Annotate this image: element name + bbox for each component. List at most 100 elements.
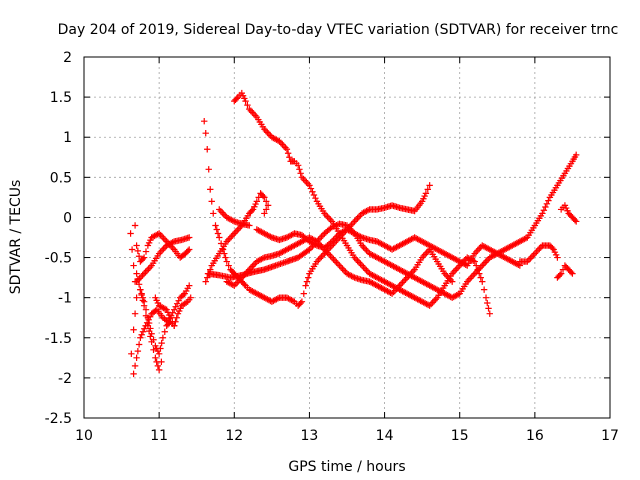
data-point-arc-10 — [328, 223, 336, 231]
data-point-arc-7 — [274, 295, 282, 302]
data-point-arc-12 — [250, 261, 258, 268]
data-point-arc-1 — [186, 282, 193, 289]
data-point-arc-7 — [214, 230, 222, 237]
data-point-arc-11 — [474, 266, 481, 273]
data-point-arc-3 — [186, 246, 193, 253]
y-tick-label: 0 — [63, 210, 72, 226]
data-point-arc-9 — [246, 222, 253, 229]
data-point-arc-11 — [279, 141, 286, 148]
plot-frame — [83, 56, 611, 419]
data-point-arc-1 — [130, 326, 137, 333]
data-point-arc-1 — [131, 362, 139, 370]
data-point-arc-12 — [442, 272, 450, 279]
data-point-arc-2 — [165, 319, 173, 327]
data-point-arc-10 — [360, 243, 367, 251]
data-points — [127, 89, 580, 378]
data-point-arc-7 — [302, 282, 309, 289]
data-point-arc-3 — [157, 231, 164, 239]
data-point-arc-7 — [355, 213, 363, 220]
y-tick-label: 2 — [63, 50, 72, 66]
data-point-arc-11 — [280, 142, 288, 150]
data-point-arc-11 — [249, 109, 256, 116]
data-point-arc-14 — [528, 253, 536, 260]
data-point-arc-1 — [179, 291, 187, 299]
data-point-arc-8 — [235, 225, 242, 232]
y-tick-label: -2.5 — [45, 411, 72, 427]
data-point-arc-4 — [155, 366, 163, 374]
x-tick-label: 12 — [225, 428, 243, 444]
data-point-arc-10 — [470, 272, 477, 279]
data-point-arc-10 — [319, 231, 327, 239]
data-point-arc-3 — [160, 235, 167, 242]
data-point-arc-1 — [139, 328, 147, 335]
data-point-arc-13 — [267, 233, 274, 240]
data-point-arc-16 — [571, 216, 579, 224]
data-point-arc-3 — [133, 242, 140, 249]
data-point-arc-4 — [147, 333, 154, 340]
data-point-arc-12 — [232, 280, 239, 288]
data-point-arc-13 — [327, 239, 334, 246]
data-point-arc-3 — [140, 254, 148, 261]
data-point-arc-14 — [525, 256, 533, 264]
data-point-arc-11 — [424, 301, 432, 309]
data-point-arc-10 — [455, 291, 462, 298]
data-point-arc-12 — [449, 278, 456, 285]
data-point-arc-3 — [142, 248, 150, 255]
data-point-arc-11 — [357, 260, 364, 268]
data-point-arc-11 — [310, 191, 318, 199]
data-point-arc-5 — [186, 234, 193, 241]
data-point-arc-11 — [244, 101, 251, 109]
data-point-arc-2 — [133, 270, 140, 277]
data-point-arc-7 — [318, 253, 325, 260]
data-point-arc-8 — [263, 206, 270, 213]
y-tick-label: 0.5 — [50, 170, 72, 186]
data-point-arc-11 — [233, 95, 240, 102]
data-point-arc-2 — [142, 306, 150, 313]
data-point-arc-1 — [128, 246, 136, 253]
data-point-arc-4 — [148, 338, 155, 345]
data-point-arc-8 — [232, 228, 239, 236]
data-point-arc-15 — [569, 270, 576, 277]
data-point-arc-13 — [515, 261, 522, 268]
data-point-arc-14 — [524, 258, 531, 265]
x-tick-label: 11 — [150, 428, 168, 444]
data-point-arc-11 — [324, 213, 331, 220]
data-point-arc-8 — [204, 274, 211, 281]
data-point-arc-10 — [468, 273, 475, 281]
data-point-arc-11 — [485, 305, 492, 312]
data-point-arc-7 — [422, 190, 430, 197]
data-point-arc-11 — [242, 97, 249, 105]
data-point-arc-1 — [170, 306, 178, 313]
data-point-arc-11 — [247, 107, 255, 114]
data-point-arc-10 — [543, 200, 551, 208]
data-point-arc-12 — [331, 257, 339, 264]
data-point-arc-4 — [144, 322, 152, 329]
data-point-arc-11 — [284, 150, 292, 157]
data-point-arc-11 — [473, 262, 480, 269]
data-point-arc-10 — [363, 247, 370, 254]
data-point-arc-9 — [216, 206, 223, 213]
data-point-arc-11 — [476, 270, 483, 277]
data-point-arc-14 — [537, 243, 545, 251]
data-point-arc-9 — [229, 217, 236, 224]
x-axis-ticks: 10 11 12 13 14 15 16 17 — [75, 57, 619, 444]
data-point-arc-12 — [337, 263, 345, 271]
data-point-arc-10 — [572, 151, 580, 159]
data-point-arc-2 — [159, 334, 167, 341]
data-point-arc-7 — [208, 198, 215, 205]
data-point-arc-12 — [340, 267, 348, 274]
data-point-arc-7 — [297, 299, 304, 307]
data-point-arc-4 — [150, 346, 157, 354]
data-point-arc-12 — [259, 255, 267, 262]
data-point-arc-14 — [536, 245, 543, 252]
data-point-arc-7 — [204, 146, 211, 153]
data-point-arc-11 — [453, 265, 460, 272]
data-point-arc-10 — [467, 275, 474, 282]
data-point-arc-14 — [533, 248, 540, 256]
data-point-arc-12 — [349, 273, 357, 281]
data-point-arc-8 — [226, 235, 233, 242]
data-point-arc-11 — [309, 188, 316, 195]
data-point-arc-3 — [169, 244, 176, 252]
x-tick-label: 13 — [301, 428, 319, 444]
data-point-arc-5 — [139, 272, 146, 279]
